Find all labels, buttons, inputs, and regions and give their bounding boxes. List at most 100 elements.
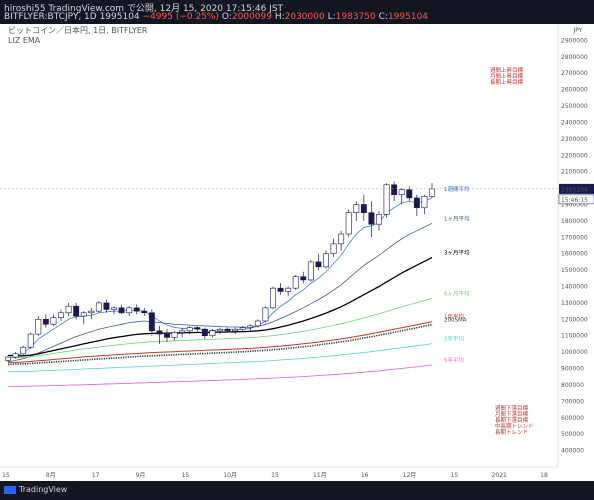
- candle-body: [186, 327, 193, 332]
- candle-body: [42, 319, 49, 325]
- candle-body: [164, 333, 170, 338]
- x-tick-label: 15: [2, 472, 10, 479]
- candle-body: [383, 184, 390, 215]
- candle-body: [209, 330, 216, 337]
- candle-body: [179, 330, 186, 333]
- ma-label: 1年平均: [444, 313, 464, 321]
- candle-body: [232, 328, 239, 332]
- note-top: 長期上昇目標: [490, 78, 524, 86]
- ma-label: 200SMA: [444, 318, 467, 324]
- y-tick-label: 2100000: [561, 169, 588, 176]
- y-tick-label: 2900000: [561, 37, 588, 44]
- close-label: C:: [378, 12, 388, 22]
- y-tick-label: 2200000: [561, 152, 588, 159]
- last-price-box: [559, 183, 594, 194]
- candle-body: [73, 305, 80, 317]
- low-label: L:: [327, 12, 336, 22]
- x-tick-label: 18: [540, 472, 548, 479]
- candle-body: [315, 261, 322, 268]
- candle-body: [338, 233, 345, 245]
- open-value: 2000099: [231, 12, 272, 22]
- candle-body: [421, 195, 428, 209]
- ma-label: 3ヶ月平均: [444, 248, 470, 256]
- candle-body: [141, 310, 148, 314]
- candle-body: [20, 346, 27, 355]
- axis-unit-label: JPY: [573, 27, 583, 34]
- y-tick-label: 1900000: [561, 201, 588, 208]
- x-tick-label: 15: [182, 472, 190, 479]
- y-tick-label: 2300000: [561, 136, 588, 143]
- x-tick-label: 16: [361, 472, 369, 479]
- ma-line-6: [7, 343, 433, 373]
- ma-label: 5年平均: [444, 356, 464, 364]
- note-top: 月間上昇目標: [490, 72, 524, 80]
- candle-body: [413, 197, 420, 209]
- x-tick-label: 15: [451, 472, 459, 479]
- x-tick-label: 10月: [223, 472, 237, 479]
- note-bottom: 月間下落目標: [495, 410, 529, 418]
- ma-line-4: [7, 321, 433, 364]
- last-price-label: 1995104: [561, 186, 588, 193]
- ma-label: 6ヶ月平均: [444, 289, 470, 297]
- legend-title: ビットコイン／日本円, 1日, BITFLYER: [8, 26, 148, 35]
- header-bar: hiroshi55 TradingView.com で公開, 12月 15, 2…: [0, 0, 594, 24]
- candle-body: [239, 327, 246, 330]
- y-tick-label: 1600000: [561, 251, 588, 258]
- note-bottom: 長期下落目標: [495, 416, 529, 424]
- price-axis-panel: [558, 24, 594, 481]
- candle-body: [270, 287, 276, 309]
- y-tick-label: 2400000: [561, 119, 588, 126]
- candle-body: [247, 325, 254, 328]
- candle-body: [88, 310, 95, 314]
- note-bottom: 長期トレンド: [495, 429, 528, 436]
- candle-body: [80, 312, 87, 317]
- x-tick-label: 2021: [492, 472, 507, 479]
- candle-body: [118, 307, 125, 314]
- tradingview-logo-icon: [4, 485, 16, 494]
- candle-body: [300, 276, 307, 281]
- y-tick-label: 1200000: [561, 316, 588, 323]
- candle-body: [50, 317, 57, 325]
- note-bottom: 週間下落目標: [495, 404, 529, 412]
- y-tick-label: 1300000: [561, 300, 588, 307]
- candle-body: [171, 332, 178, 338]
- tradingview-logo: TradingView: [4, 485, 67, 494]
- last-time-label: 15:46:15: [561, 197, 588, 204]
- y-tick-label: 800000: [561, 382, 584, 389]
- price-chart[interactable]: 400000 500000 600000 700000 800000 900000 1000…: [0, 24, 594, 481]
- candle-body: [12, 353, 19, 358]
- candle-body: [224, 328, 231, 332]
- y-tick-label: 1500000: [561, 267, 588, 274]
- note-top: 週間上昇目標: [490, 66, 524, 74]
- candle-body: [103, 302, 110, 310]
- x-tick-label: 15: [271, 472, 279, 479]
- candle-body: [330, 243, 337, 255]
- candle-body: [277, 287, 284, 292]
- ma-line-2: [7, 256, 433, 357]
- candle-body: [353, 204, 360, 213]
- chart-legend: ビットコイン／日本円, 1日, BITFLYER LIZ EMA: [8, 26, 148, 46]
- candle-body: [27, 333, 34, 348]
- candle-body: [194, 327, 201, 330]
- low-value: 1983750: [335, 12, 376, 22]
- y-tick-label: 900000: [561, 366, 584, 373]
- candle-body: [65, 305, 72, 314]
- y-tick-label: 500000: [561, 431, 584, 438]
- candle-body: [406, 189, 413, 199]
- candle-body: [323, 253, 329, 268]
- y-tick-label: 1100000: [561, 333, 588, 340]
- candle-body: [398, 189, 405, 195]
- candle-body: [201, 328, 208, 337]
- candle-body: [376, 214, 382, 225]
- legend-indicator: LIZ EMA: [8, 36, 41, 45]
- x-tick-label: 8月: [46, 472, 56, 479]
- close-value: 1995104: [387, 12, 429, 22]
- candle-body: [292, 276, 299, 289]
- footer-bar: TradingView: [0, 481, 594, 500]
- high-label: H:: [274, 12, 285, 22]
- ma-line-3: [7, 297, 433, 359]
- candle-body: [360, 204, 367, 213]
- candle-body: [58, 312, 64, 318]
- ma-line-5: [7, 323, 433, 366]
- ma-line-7: [7, 364, 433, 388]
